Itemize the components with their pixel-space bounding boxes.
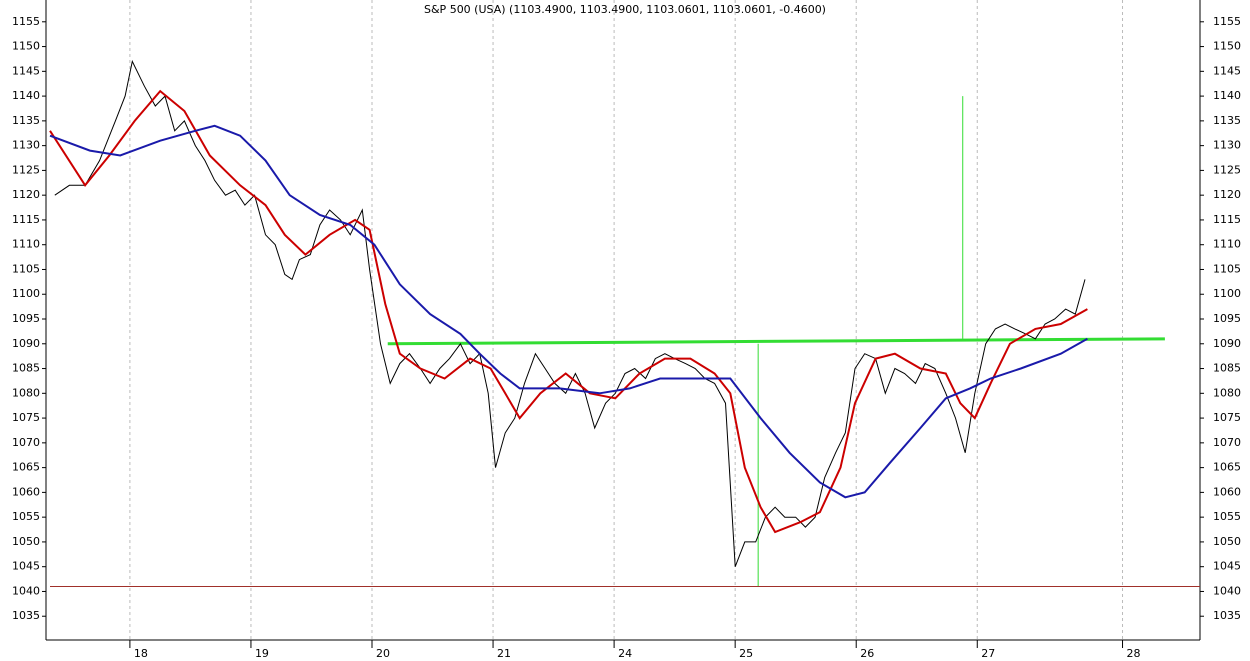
x-tick-label: 21	[497, 647, 511, 660]
y-tick-label: 1045	[12, 560, 40, 573]
y-tick-label: 1130	[12, 139, 40, 152]
y-tick-label-right: 1060	[1213, 485, 1241, 498]
y-tick-label-right: 1095	[1213, 312, 1241, 325]
y-tick-label: 1050	[12, 535, 40, 548]
y-tick-label-right: 1070	[1213, 436, 1241, 449]
y-tick-label: 1110	[12, 238, 40, 251]
x-tick-label: 25	[739, 647, 753, 660]
y-tick-label-right: 1105	[1213, 262, 1241, 275]
x-tick-label: 26	[860, 647, 874, 660]
x-tick-label: 27	[981, 647, 995, 660]
y-tick-label-right: 1125	[1213, 163, 1241, 176]
y-tick-label-right: 1120	[1213, 188, 1241, 201]
y-tick-label-right: 1090	[1213, 337, 1241, 350]
annotation-line	[387, 337, 1165, 346]
series-line	[49, 124, 1088, 499]
y-tick-label: 1035	[12, 609, 40, 622]
y-tick-label: 1145	[12, 64, 40, 77]
y-tick-label: 1095	[12, 312, 40, 325]
x-tick-label: 24	[618, 647, 632, 660]
y-tick-label: 1100	[12, 287, 40, 300]
y-tick-label-right: 1085	[1213, 362, 1241, 375]
y-tick-label: 1090	[12, 337, 40, 350]
x-tick-label: 28	[1127, 647, 1141, 660]
y-tick-label-right: 1155	[1213, 15, 1241, 28]
y-tick-label: 1105	[12, 262, 40, 275]
y-tick-label: 1125	[12, 163, 40, 176]
y-tick-label-right: 1055	[1213, 510, 1241, 523]
y-tick-label: 1070	[12, 436, 40, 449]
y-tick-label: 1115	[12, 213, 40, 226]
y-tick-label-right: 1045	[1213, 560, 1241, 573]
y-tick-label-right: 1065	[1213, 461, 1241, 474]
y-tick-label: 1135	[12, 114, 40, 127]
y-tick-label-right: 1115	[1213, 213, 1241, 226]
y-tick-label-right: 1040	[1213, 584, 1241, 597]
y-tick-label-right: 1080	[1213, 386, 1241, 399]
y-tick-label-right: 1135	[1213, 114, 1241, 127]
x-tick-label: 20	[376, 647, 390, 660]
x-tick-label: 18	[134, 647, 148, 660]
y-tick-label: 1140	[12, 89, 40, 102]
y-tick-label-right: 1130	[1213, 139, 1241, 152]
y-tick-label-right: 1035	[1213, 609, 1241, 622]
y-tick-label: 1075	[12, 411, 40, 424]
y-tick-label: 1150	[12, 40, 40, 53]
y-tick-label-right: 1110	[1213, 238, 1241, 251]
y-tick-label: 1085	[12, 362, 40, 375]
y-tick-label-right: 1140	[1213, 89, 1241, 102]
y-tick-label: 1155	[12, 15, 40, 28]
chart-title: S&P 500 (USA) (1103.4900, 1103.4900, 110…	[424, 3, 826, 16]
y-tick-label-right: 1050	[1213, 535, 1241, 548]
y-tick-label: 1120	[12, 188, 40, 201]
y-tick-label: 1065	[12, 461, 40, 474]
series-line	[49, 89, 1088, 534]
x-tick-label: 19	[255, 647, 269, 660]
y-tick-label: 1060	[12, 485, 40, 498]
y-tick-label-right: 1150	[1213, 40, 1241, 53]
y-tick-label: 1040	[12, 584, 40, 597]
y-tick-label-right: 1100	[1213, 287, 1241, 300]
y-tick-label: 1055	[12, 510, 40, 523]
y-tick-label-right: 1075	[1213, 411, 1241, 424]
y-tick-label-right: 1145	[1213, 64, 1241, 77]
y-tick-label: 1080	[12, 386, 40, 399]
series-line	[54, 59, 1086, 567]
